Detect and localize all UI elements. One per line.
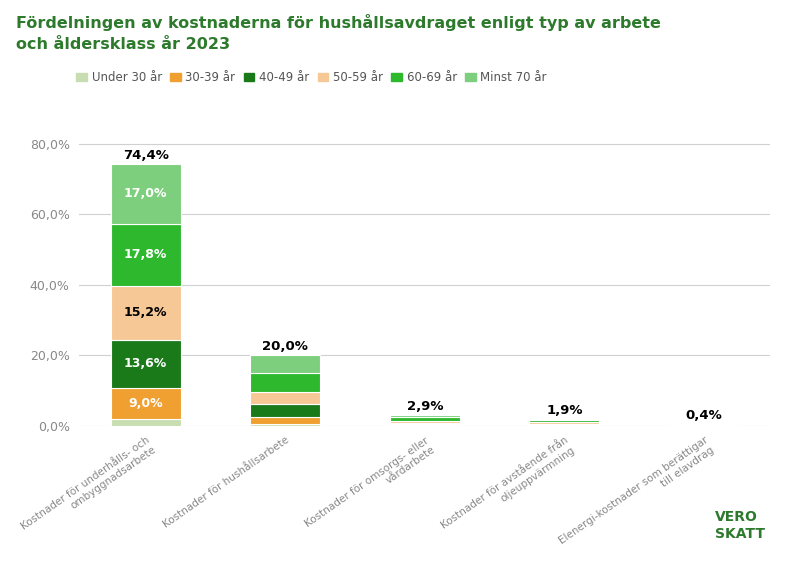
Bar: [530, 422, 599, 424]
Text: 15,2%: 15,2%: [124, 306, 168, 320]
Text: VERO
SKATT: VERO SKATT: [715, 510, 765, 540]
Bar: [250, 404, 320, 417]
Bar: [390, 415, 460, 417]
Bar: [250, 355, 320, 373]
Text: 74,4%: 74,4%: [123, 149, 168, 162]
Bar: [111, 224, 180, 286]
Text: 20,0%: 20,0%: [262, 340, 308, 353]
Text: och åldersklass år 2023: och åldersklass år 2023: [16, 37, 230, 52]
Bar: [111, 286, 180, 340]
Bar: [111, 388, 180, 419]
Bar: [250, 373, 320, 392]
Bar: [530, 424, 599, 425]
Bar: [250, 392, 320, 404]
Bar: [530, 419, 599, 420]
Text: 2,9%: 2,9%: [407, 400, 443, 413]
Bar: [530, 425, 599, 426]
Bar: [111, 164, 180, 224]
Text: 17,0%: 17,0%: [124, 187, 168, 200]
Bar: [390, 420, 460, 423]
Text: 0,4%: 0,4%: [685, 409, 723, 422]
Bar: [250, 417, 320, 424]
Legend: Under 30 år, 30-39 år, 40-49 år, 50-59 år, 60-69 år, Minst 70 år: Under 30 år, 30-39 år, 40-49 år, 50-59 å…: [71, 67, 552, 89]
Bar: [390, 417, 460, 420]
Bar: [250, 424, 320, 426]
Bar: [111, 419, 180, 426]
Text: Fördelningen av kostnaderna för hushållsavdraget enligt typ av arbete: Fördelningen av kostnaderna för hushålls…: [16, 14, 661, 32]
Bar: [530, 420, 599, 422]
Bar: [111, 340, 180, 388]
Text: 9,0%: 9,0%: [129, 397, 163, 410]
Text: 17,8%: 17,8%: [124, 248, 168, 262]
Bar: [390, 423, 460, 424]
Text: 13,6%: 13,6%: [124, 357, 168, 370]
Bar: [390, 424, 460, 425]
Text: 1,9%: 1,9%: [546, 404, 583, 417]
